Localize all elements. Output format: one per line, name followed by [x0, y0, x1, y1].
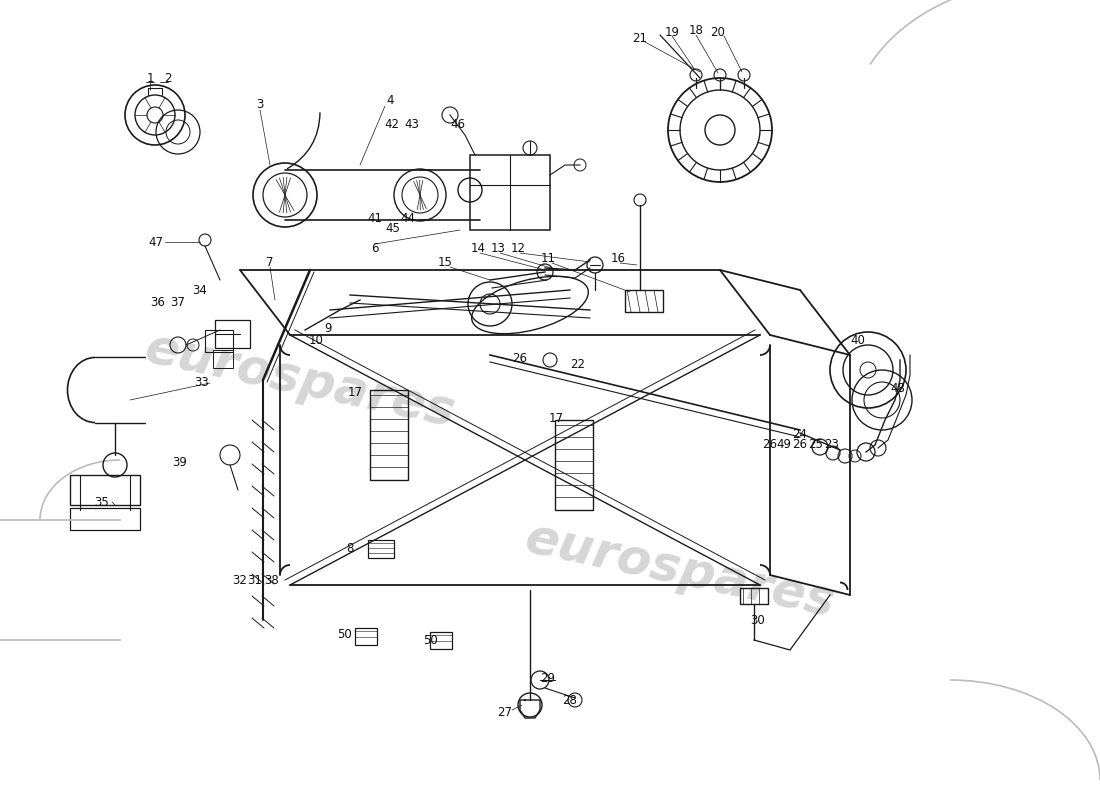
Text: eurospares: eurospares — [520, 514, 839, 626]
Text: 1: 1 — [146, 71, 154, 85]
Text: 27: 27 — [497, 706, 513, 718]
Text: 37: 37 — [170, 295, 186, 309]
Text: 39: 39 — [173, 455, 187, 469]
Bar — [355, 628, 377, 645]
Text: 17: 17 — [549, 411, 563, 425]
Bar — [214, 320, 250, 348]
Text: 12: 12 — [510, 242, 526, 254]
Text: 43: 43 — [405, 118, 419, 131]
Text: 41: 41 — [367, 211, 383, 225]
Text: 24: 24 — [792, 429, 807, 442]
Text: 8: 8 — [346, 542, 354, 554]
Text: 11: 11 — [540, 251, 556, 265]
Bar — [625, 290, 663, 312]
Bar — [370, 390, 408, 480]
Text: 45: 45 — [386, 222, 400, 234]
Bar — [213, 350, 233, 368]
Bar — [368, 540, 394, 558]
Bar — [205, 330, 233, 352]
Bar — [556, 420, 593, 510]
Text: 25: 25 — [808, 438, 824, 450]
Text: 32: 32 — [232, 574, 248, 586]
Text: 44: 44 — [400, 211, 416, 225]
Text: 50: 50 — [422, 634, 438, 646]
Text: 18: 18 — [689, 23, 703, 37]
Text: 13: 13 — [491, 242, 505, 254]
Text: 21: 21 — [632, 31, 648, 45]
Text: 26: 26 — [513, 351, 528, 365]
Bar — [70, 475, 140, 505]
Text: 48: 48 — [891, 382, 905, 394]
Text: eurospares: eurospares — [141, 324, 460, 436]
Text: 36: 36 — [151, 295, 165, 309]
Text: 47: 47 — [148, 235, 164, 249]
Bar — [70, 508, 140, 530]
Text: 7: 7 — [266, 255, 274, 269]
Text: 50: 50 — [338, 629, 352, 642]
Text: 3: 3 — [256, 98, 264, 111]
Text: 35: 35 — [95, 495, 109, 509]
Text: 17: 17 — [348, 386, 363, 398]
Text: 6: 6 — [372, 242, 378, 254]
Text: 26: 26 — [792, 438, 807, 450]
Text: 14: 14 — [471, 242, 485, 254]
Text: 10: 10 — [309, 334, 323, 346]
Text: 29: 29 — [540, 671, 556, 685]
Bar — [740, 588, 768, 604]
Text: 9: 9 — [324, 322, 332, 334]
Text: 2: 2 — [164, 71, 172, 85]
Text: 33: 33 — [195, 377, 209, 390]
Text: 31: 31 — [248, 574, 263, 586]
Text: 4: 4 — [386, 94, 394, 106]
Text: 22: 22 — [571, 358, 585, 371]
Text: 34: 34 — [192, 283, 208, 297]
Text: 28: 28 — [562, 694, 578, 706]
Bar — [430, 632, 452, 649]
Text: 26: 26 — [762, 438, 778, 450]
Text: 23: 23 — [825, 438, 839, 450]
Text: 46: 46 — [451, 118, 465, 131]
Text: 40: 40 — [850, 334, 866, 346]
Text: 42: 42 — [385, 118, 399, 131]
Bar — [470, 155, 550, 230]
Text: 38: 38 — [265, 574, 279, 586]
Text: 49: 49 — [777, 438, 792, 450]
Text: 16: 16 — [610, 251, 626, 265]
Text: 15: 15 — [438, 255, 452, 269]
Text: 30: 30 — [750, 614, 766, 626]
Text: 19: 19 — [664, 26, 680, 38]
Text: 20: 20 — [711, 26, 725, 38]
